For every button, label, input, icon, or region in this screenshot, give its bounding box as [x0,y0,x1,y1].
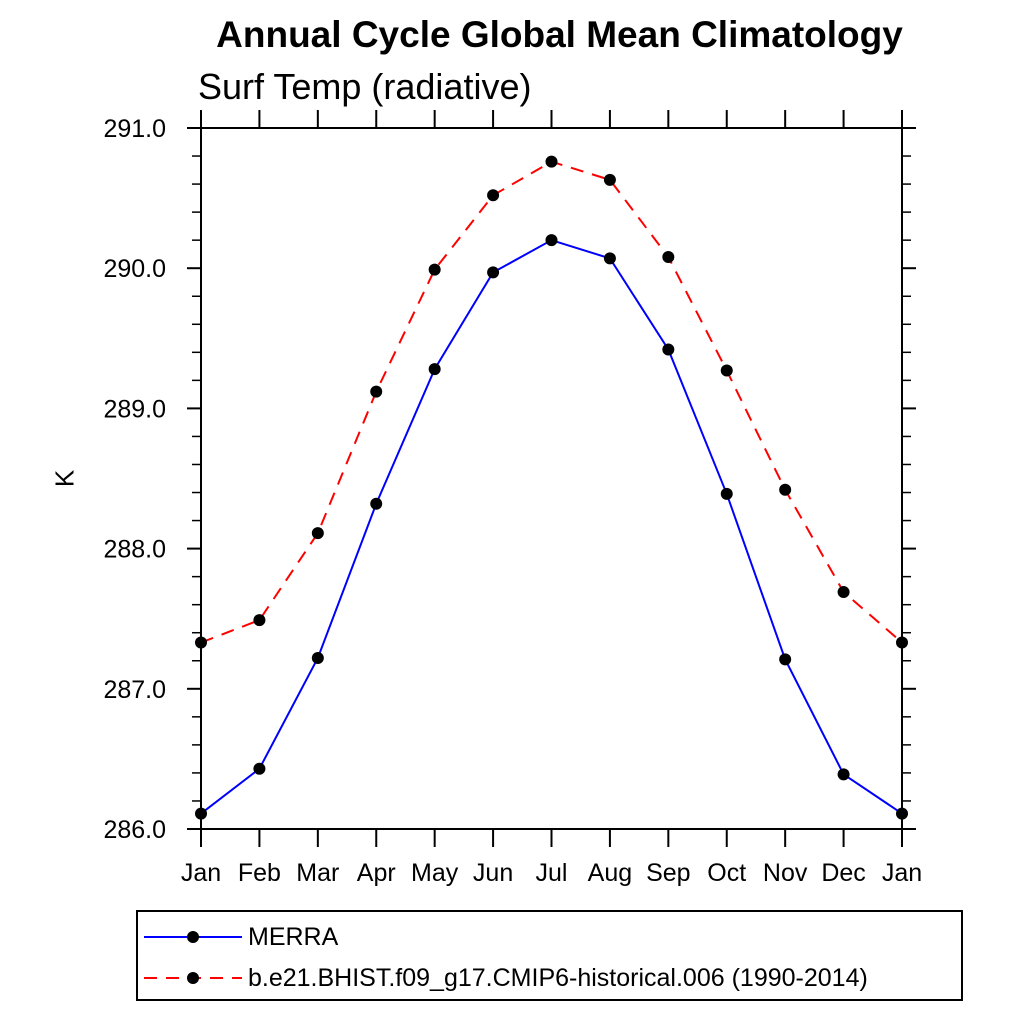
y-axis-minor-ticks [192,155,911,802]
series-markers-1 [195,155,908,649]
svg-text:Mar: Mar [296,859,339,887]
x-axis-ticks [200,110,903,847]
svg-text:Nov: Nov [763,859,808,887]
svg-text:Dec: Dec [821,859,865,887]
legend-item-merra: MERRA [140,922,338,952]
legend-sample-line-model [144,972,242,984]
svg-text:May: May [411,859,459,887]
svg-text:288.0: 288.0 [103,536,166,564]
svg-text:Jan: Jan [882,859,922,887]
chart-title: Annual Cycle Global Mean Climatology [216,14,903,55]
legend-label-model: b.e21.BHIST.f09_g17.CMIP6-historical.006… [248,963,868,992]
legend-label-merra: MERRA [248,922,339,951]
svg-text:289.0: 289.0 [103,395,166,423]
svg-text:Apr: Apr [357,859,396,887]
svg-text:Oct: Oct [707,859,746,887]
svg-text:286.0: 286.0 [103,816,166,844]
y-axis-ticks [187,127,916,830]
chart-subtitle: Surf Temp (radiative) [198,66,532,107]
svg-text:Jul: Jul [536,859,568,887]
svg-text:287.0: 287.0 [103,676,166,704]
x-axis-tick-labels: Jan Feb Mar Apr May Jun Jul Aug Sep Oct Nov Dec Jan [181,859,922,887]
svg-text:Jun: Jun [473,859,513,887]
legend-sample-line-merra [144,931,242,943]
legend: MERRA b.e21.BHIST.f09_g17.CMIP6-historic… [136,910,963,1001]
legend-item-model: b.e21.BHIST.f09_g17.CMIP6-historical.006… [140,963,868,993]
svg-text:Feb: Feb [238,859,281,887]
plot-frame [200,127,903,830]
series-markers-0 [195,234,908,820]
series-line-1 [200,160,903,644]
svg-text:Sep: Sep [646,859,690,887]
svg-text:291.0: 291.0 [103,115,166,143]
y-axis-tick-labels: 286.0 287.0 288.0 289.0 290.0 291.0 [103,115,166,844]
svg-text:290.0: 290.0 [103,255,166,283]
svg-text:Jan: Jan [181,859,221,887]
series-line-0 [200,239,903,815]
svg-text:Aug: Aug [588,859,632,887]
